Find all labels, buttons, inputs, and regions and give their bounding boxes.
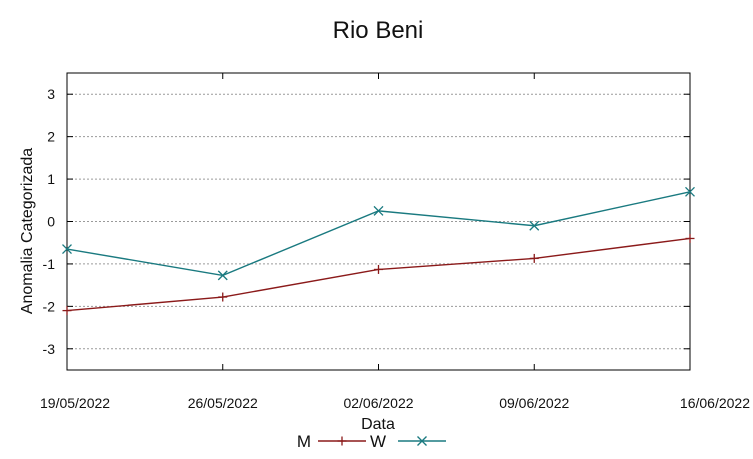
x-tick-label: 26/05/2022 bbox=[188, 395, 258, 411]
data-point-m bbox=[529, 253, 539, 263]
y-axis-label: Anomalia Categorizada bbox=[19, 148, 36, 314]
chart-title: Rio Beni bbox=[333, 17, 424, 44]
x-tick-label: 02/06/2022 bbox=[343, 395, 413, 411]
y-tick-label: 2 bbox=[47, 129, 55, 145]
data-point-w bbox=[373, 205, 384, 216]
ticks-layer: 3 2 1 0 -1 -2 -3 19/05/2022 26/05/2022 02/06/2022… bbox=[40, 73, 750, 411]
y-tick-label: 1 bbox=[47, 171, 55, 187]
x-tick-label: 16/06/2022 bbox=[680, 395, 750, 411]
marker-stroke bbox=[62, 244, 72, 255]
y-tick-label: -3 bbox=[43, 341, 56, 357]
legend-marker bbox=[337, 436, 347, 446]
legend: M W bbox=[297, 432, 446, 451]
legend-label-w: W bbox=[370, 432, 386, 451]
grid-layer bbox=[67, 93, 690, 350]
legend-marker bbox=[417, 436, 427, 446]
y-tick-label: 3 bbox=[47, 86, 55, 102]
data-point-w bbox=[62, 244, 72, 255]
x-tick-label: 19/05/2022 bbox=[40, 395, 110, 411]
y-tick-label: -1 bbox=[43, 256, 56, 272]
series-layer bbox=[62, 186, 695, 316]
x-axis-label: Data bbox=[361, 416, 395, 433]
marker-stroke bbox=[373, 205, 384, 216]
data-point-w bbox=[217, 270, 228, 281]
data-point-m bbox=[62, 306, 72, 316]
y-tick-label: -2 bbox=[43, 298, 56, 314]
data-point-m bbox=[374, 264, 383, 274]
data-point-m bbox=[218, 292, 228, 302]
series-line-m bbox=[66, 237, 691, 312]
marker-stroke bbox=[529, 220, 540, 231]
data-point-w bbox=[529, 220, 540, 231]
y-tick-label: 0 bbox=[47, 214, 55, 230]
data-point-m bbox=[685, 233, 695, 243]
legend-swatch-w bbox=[398, 436, 446, 446]
legend-label-m: M bbox=[297, 432, 311, 451]
marker-stroke bbox=[217, 270, 228, 281]
series-line-w bbox=[66, 191, 691, 277]
x-tick-label: 09/06/2022 bbox=[499, 395, 569, 411]
marker-stroke bbox=[685, 186, 695, 197]
marker-stroke bbox=[417, 436, 427, 446]
legend-swatch-m bbox=[318, 436, 366, 446]
data-point-w bbox=[685, 186, 695, 197]
